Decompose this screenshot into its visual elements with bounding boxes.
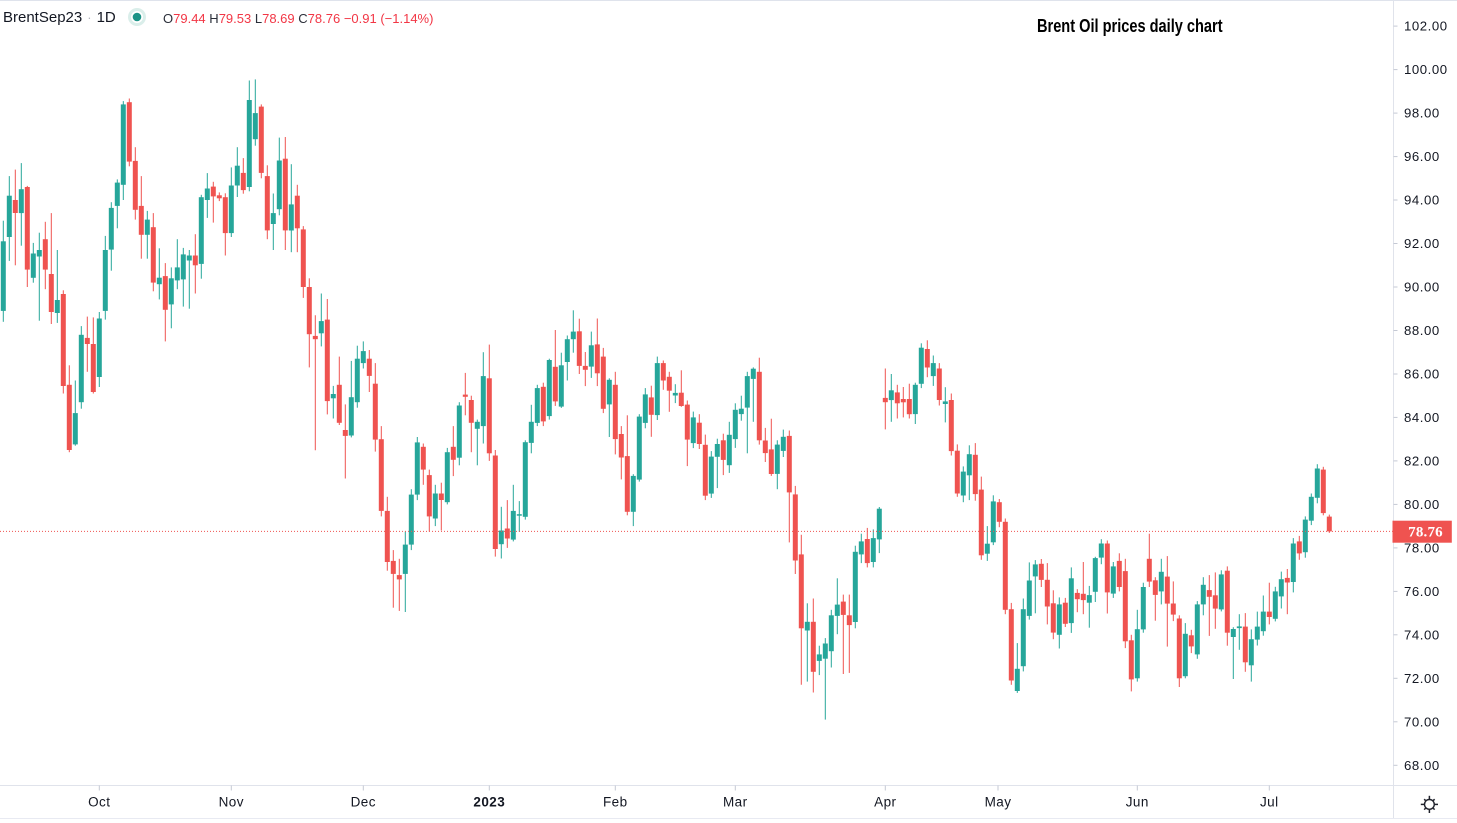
svg-text:Oct: Oct	[88, 795, 110, 810]
svg-text:Jul: Jul	[1260, 795, 1279, 810]
svg-text:96.00: 96.00	[1404, 149, 1440, 164]
svg-text:88.00: 88.00	[1404, 323, 1440, 338]
svg-text:70.00: 70.00	[1404, 714, 1440, 729]
svg-text:92.00: 92.00	[1404, 236, 1440, 251]
svg-text:Feb: Feb	[603, 795, 628, 810]
svg-text:Nov: Nov	[219, 795, 244, 810]
svg-text:2023: 2023	[473, 795, 505, 810]
svg-text:Apr: Apr	[874, 795, 896, 810]
svg-text:76.00: 76.00	[1404, 584, 1440, 599]
svg-text:Jun: Jun	[1126, 795, 1149, 810]
svg-text:90.00: 90.00	[1404, 280, 1440, 295]
svg-text:86.00: 86.00	[1404, 367, 1440, 382]
svg-text:68.00: 68.00	[1404, 758, 1440, 773]
svg-text:80.00: 80.00	[1404, 497, 1440, 512]
svg-text:84.00: 84.00	[1404, 410, 1440, 425]
svg-text:Dec: Dec	[351, 795, 376, 810]
svg-text:94.00: 94.00	[1404, 193, 1440, 208]
svg-text:78.76: 78.76	[1408, 525, 1443, 541]
svg-text:82.00: 82.00	[1404, 453, 1440, 468]
svg-text:100.00: 100.00	[1404, 62, 1448, 77]
svg-text:72.00: 72.00	[1404, 671, 1440, 686]
svg-text:102.00: 102.00	[1404, 19, 1448, 34]
svg-text:74.00: 74.00	[1404, 627, 1440, 642]
svg-text:98.00: 98.00	[1404, 106, 1440, 121]
svg-text:Mar: Mar	[723, 795, 748, 810]
svg-text:May: May	[985, 795, 1012, 810]
svg-text:78.00: 78.00	[1404, 540, 1440, 555]
